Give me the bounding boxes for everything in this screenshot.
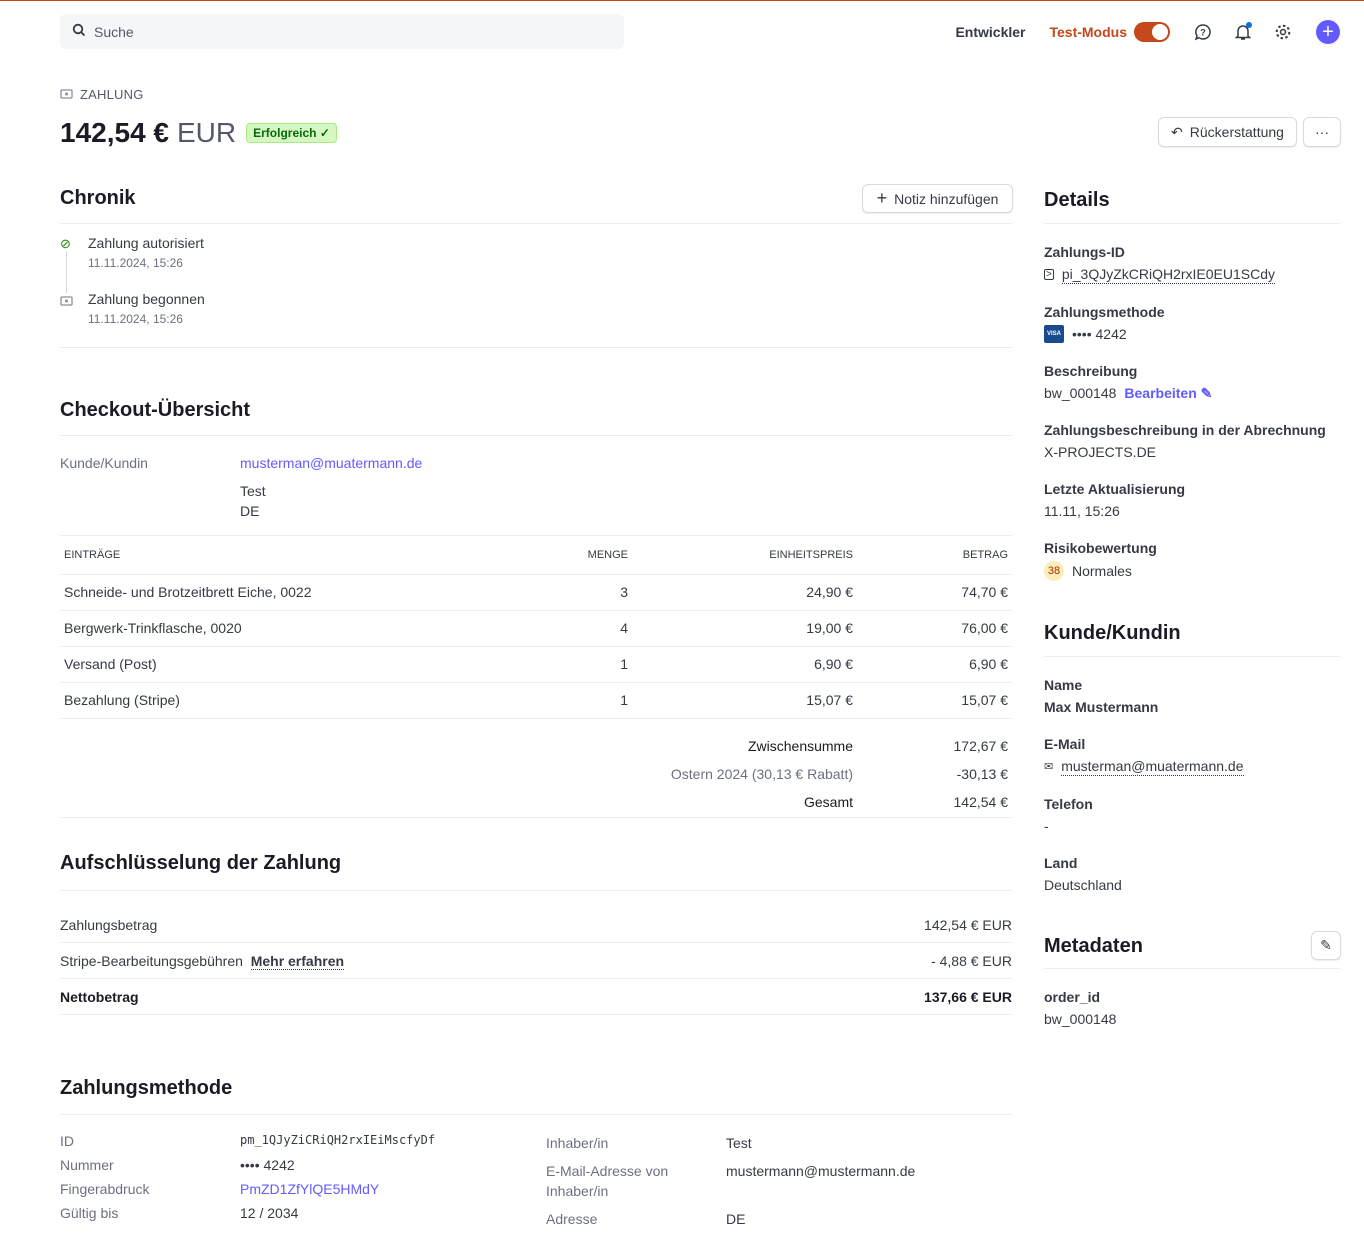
payment-id[interactable]: pi_3QJyZkCRiQH2rxIE0EU1SCdy xyxy=(1061,266,1276,284)
payment-method-left: ID pm_1QJyZiCRiQH2rxIEiMscfyDf Nummer ••••… xyxy=(60,1133,546,1221)
status-badge: Erfolgreich ✓ xyxy=(246,123,337,143)
table-cell: Bergwerk-Trinkflasche, 0020 xyxy=(60,610,492,647)
table-cell: 4 xyxy=(492,610,632,647)
risk-score-badge: 38 xyxy=(1044,561,1064,581)
undo-icon: ↶ xyxy=(1171,123,1183,140)
table-cell: 6,90 € xyxy=(857,646,1012,683)
table-cell: 3 xyxy=(492,574,632,611)
table-cell: 15,07 € xyxy=(857,682,1012,719)
metadata-title: Metadaten xyxy=(1044,935,1143,957)
search-placeholder: Suche xyxy=(94,23,134,40)
customer-email-link[interactable]: musterman@muatermann.de xyxy=(240,455,423,471)
gear-icon[interactable] xyxy=(1272,21,1294,43)
create-plus-button[interactable]: + xyxy=(1316,20,1340,44)
table-cell: 1 xyxy=(492,682,632,719)
payment-method-right: Inhaber/in Test E-Mail-Adresse von Inhabe… xyxy=(546,1135,916,1227)
customer-list: Name Max Mustermann E-Mail ✉ musterman@mu… xyxy=(1044,676,1340,913)
table-row: Bezahlung (Stripe) 1 15,07 €15,07 € xyxy=(60,682,1012,719)
search-input[interactable]: Suche xyxy=(60,14,624,49)
table-cell: 1 xyxy=(492,646,632,683)
edit-description-link[interactable]: Bearbeiten ✎ xyxy=(1124,385,1213,401)
refund-button[interactable]: ↶ Rückerstattung xyxy=(1158,117,1297,147)
table-cell: Versand (Post) xyxy=(60,646,492,683)
payment-method-title: Zahlungsmethode xyxy=(60,1077,233,1099)
table-cell: 19,00 € xyxy=(632,610,857,647)
table-cell: 76,00 € xyxy=(857,610,1012,647)
table-cell: Schneide- und Brotzeitbrett Eiche, 0022 xyxy=(60,574,492,611)
plus-icon: + xyxy=(876,188,888,208)
table-cell: 15,07 € xyxy=(632,682,857,719)
table-cell: 24,90 € xyxy=(632,574,857,611)
developer-link[interactable]: Entwickler xyxy=(955,24,1026,40)
test-mode-label: Test-Modus xyxy=(1049,24,1127,40)
checkout-title: Checkout-Übersicht xyxy=(60,399,251,421)
search-icon xyxy=(72,23,86,40)
help-icon[interactable]: ? xyxy=(1192,21,1214,43)
table-cell: Bezahlung (Stripe) xyxy=(60,682,492,719)
table-cell: 6,90 € xyxy=(632,646,857,683)
add-note-button[interactable]: + Notiz hinzufügen xyxy=(862,184,1013,213)
test-mode-toggle[interactable] xyxy=(1134,22,1170,42)
table-row: Bergwerk-Trinkflasche, 0020 4 19,00 €76,00… xyxy=(60,610,1012,647)
terminal-icon: > xyxy=(1044,269,1054,280)
details-list: Zahlungs-ID > pi_3QJyZkCRiQH2rxIE0EU1SCdy… xyxy=(1044,244,1326,581)
pencil-icon: ✎ xyxy=(1320,937,1332,953)
page-kicker: ZAHLUNG xyxy=(60,87,144,102)
check-circle-icon: ⊘ xyxy=(60,236,71,251)
table-cell: 74,70 € xyxy=(857,574,1012,611)
payment-icon xyxy=(60,293,73,309)
more-button[interactable]: ··· xyxy=(1303,117,1341,147)
notification-bell-icon[interactable] xyxy=(1232,21,1254,43)
breakdown-list: Zahlungsbetrag 142,54 € EUR Stripe-Bearbe… xyxy=(60,907,1012,1015)
visa-card-icon: VISA xyxy=(1044,325,1064,343)
svg-text:?: ? xyxy=(1200,28,1206,38)
table-row: Versand (Post) 1 6,90 €6,90 € xyxy=(60,646,1012,683)
table-row: Schneide- und Brotzeitbrett Eiche, 0022 3… xyxy=(60,574,1012,611)
breakdown-title: Aufschlüsselung der Zahlung xyxy=(60,852,342,874)
customer-name-link[interactable]: Max Mustermann xyxy=(1044,699,1159,715)
timeline-title: Chronik xyxy=(60,187,136,209)
details-title: Details xyxy=(1044,189,1110,211)
payment-icon xyxy=(60,87,73,102)
top-nav: Entwickler Test-Modus ? + xyxy=(955,19,1340,45)
edit-metadata-button[interactable]: ✎ xyxy=(1311,931,1341,960)
learn-more-link[interactable]: Mehr erfahren xyxy=(250,952,345,970)
mail-icon: ✉ xyxy=(1044,760,1054,773)
fingerprint-link[interactable]: PmZD1ZfYlQE5HMdY xyxy=(240,1181,380,1197)
customer-title: Kunde/Kundin xyxy=(1044,622,1181,644)
line-items-table: EINTRÄGE MENGE EINHEITSPREIS BETRAG Schn… xyxy=(60,536,1012,816)
customer-email[interactable]: musterman@muatermann.de xyxy=(1061,758,1244,776)
payment-amount: 142,54 € EUR Erfolgreich ✓ xyxy=(60,117,337,149)
